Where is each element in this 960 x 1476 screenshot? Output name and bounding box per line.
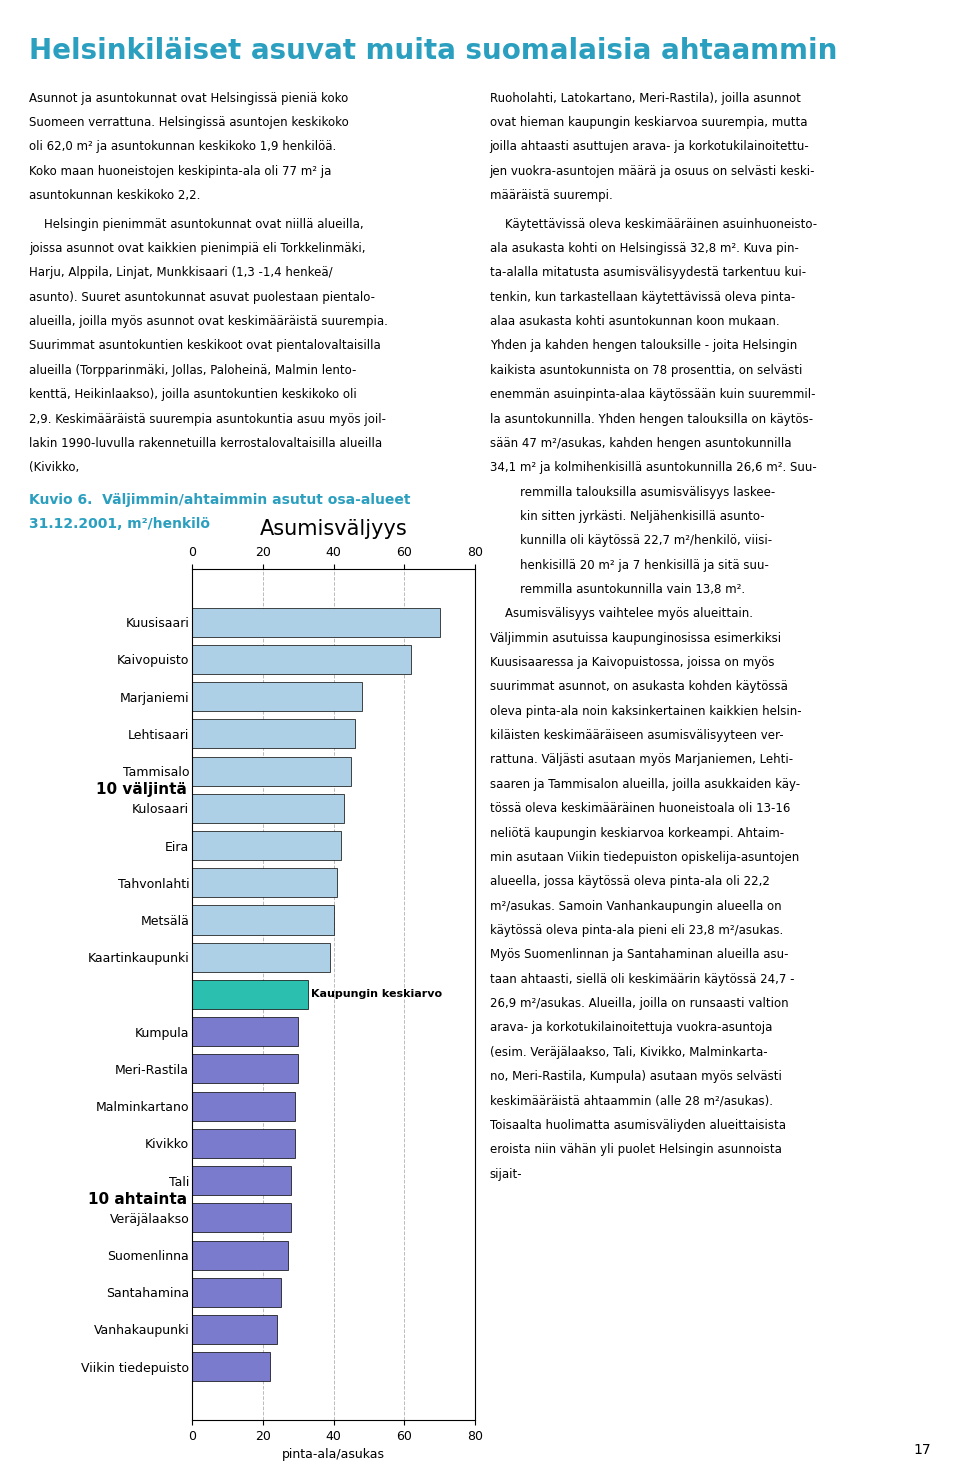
Text: la asuntokunnilla. Yhden hengen talouksilla on käytös-: la asuntokunnilla. Yhden hengen talouksi… — [490, 412, 813, 425]
Text: Kuusisaaressa ja Kaivopuistossa, joissa on myös: Kuusisaaressa ja Kaivopuistossa, joissa … — [490, 655, 774, 669]
Bar — [192, 905, 334, 934]
Text: tenkin, kun tarkastellaan käytettävissä oleva pinta-: tenkin, kun tarkastellaan käytettävissä … — [490, 291, 795, 304]
Text: arava- ja korkotukilainoitettuja vuokra-asuntoja: arava- ja korkotukilainoitettuja vuokra-… — [490, 1021, 772, 1035]
Text: Kaupungin keskiarvo: Kaupungin keskiarvo — [311, 989, 442, 999]
Text: kiläisten keskimääräiseen asumisvälisyyteen ver-: kiläisten keskimääräiseen asumisvälisyyt… — [490, 729, 783, 742]
Bar — [192, 980, 308, 1010]
Text: kunnilla oli käytössä 22,7 m²/henkilö, viisi-: kunnilla oli käytössä 22,7 m²/henkilö, v… — [490, 534, 772, 548]
X-axis label: Asumisväljyys: Asumisväljyys — [260, 520, 407, 539]
Bar — [192, 1054, 299, 1083]
Bar — [192, 794, 345, 822]
Text: joissa asunnot ovat kaikkien pienimpiä eli Torkkelinmäki,: joissa asunnot ovat kaikkien pienimpiä e… — [29, 242, 366, 255]
Text: taan ahtaasti, siellä oli keskimäärin käytössä 24,7 -: taan ahtaasti, siellä oli keskimäärin kä… — [490, 973, 794, 986]
Bar — [192, 1129, 295, 1157]
Text: alaa asukasta kohti asuntokunnan koon mukaan.: alaa asukasta kohti asuntokunnan koon mu… — [490, 314, 780, 328]
Text: ovat hieman kaupungin keskiarvoa suurempia, mutta: ovat hieman kaupungin keskiarvoa suuremp… — [490, 117, 807, 128]
Text: sijait-: sijait- — [490, 1168, 522, 1181]
Text: alueilla, joilla myös asunnot ovat keskimääräistä suurempia.: alueilla, joilla myös asunnot ovat keski… — [29, 314, 388, 328]
Text: m²/asukas. Samoin Vanhankaupungin alueella on: m²/asukas. Samoin Vanhankaupungin alueel… — [490, 899, 781, 912]
Text: oli 62,0 m² ja asuntokunnan keskikoko 1,9 henkilöä.: oli 62,0 m² ja asuntokunnan keskikoko 1,… — [29, 140, 336, 154]
Text: 26,9 m²/asukas. Alueilla, joilla on runsaasti valtion: 26,9 m²/asukas. Alueilla, joilla on runs… — [490, 996, 788, 1010]
Bar — [192, 1352, 270, 1382]
Text: tössä oleva keskimääräinen huoneistoala oli 13-16: tössä oleva keskimääräinen huoneistoala … — [490, 801, 790, 815]
Text: 34,1 m² ja kolmihenkisillä asuntokunnilla 26,6 m². Suu-: 34,1 m² ja kolmihenkisillä asuntokunnill… — [490, 461, 816, 474]
Text: Käytettävissä oleva keskimääräinen asuinhuoneisto-: Käytettävissä oleva keskimääräinen asuin… — [490, 217, 817, 230]
Text: alueella, jossa käytössä oleva pinta-ala oli 22,2: alueella, jossa käytössä oleva pinta-ala… — [490, 875, 770, 889]
Bar — [192, 1166, 291, 1196]
Text: 2,9. Keskimääräistä suurempia asuntokuntia asuu myös joil-: 2,9. Keskimääräistä suurempia asuntokunt… — [29, 412, 386, 425]
Bar — [192, 1017, 299, 1046]
Text: (Kivikko,: (Kivikko, — [29, 461, 79, 474]
Text: 17: 17 — [914, 1444, 931, 1457]
Text: eroista niin vähän yli puolet Helsingin asunnoista: eroista niin vähän yli puolet Helsingin … — [490, 1142, 781, 1156]
Text: ala asukasta kohti on Helsingissä 32,8 m². Kuva pin-: ala asukasta kohti on Helsingissä 32,8 m… — [490, 242, 799, 255]
Text: asunto). Suuret asuntokunnat asuvat puolestaan pientalo-: asunto). Suuret asuntokunnat asuvat puol… — [29, 291, 374, 304]
Text: remmilla asuntokunnilla vain 13,8 m².: remmilla asuntokunnilla vain 13,8 m². — [490, 583, 745, 596]
Text: suurimmat asunnot, on asukasta kohden käytössä: suurimmat asunnot, on asukasta kohden kä… — [490, 680, 787, 694]
Text: ta-alalla mitatusta asumisvälisyydestä tarkentuu kui-: ta-alalla mitatusta asumisvälisyydestä t… — [490, 266, 805, 279]
Bar — [192, 868, 337, 897]
Text: Asunnot ja asuntokunnat ovat Helsingissä pieniä koko: Asunnot ja asuntokunnat ovat Helsingissä… — [29, 92, 348, 105]
Text: Kuvio 6.  Väljimmin/ahtaimmin asutut osa-alueet: Kuvio 6. Väljimmin/ahtaimmin asutut osa-… — [29, 493, 410, 506]
Text: kenttä, Heikinlaakso), joilla asuntokuntien keskikoko oli: kenttä, Heikinlaakso), joilla asuntokunt… — [29, 388, 356, 401]
Bar — [192, 1315, 277, 1345]
Text: 31.12.2001, m²/henkilö: 31.12.2001, m²/henkilö — [29, 517, 210, 531]
Text: saaren ja Tammisalon alueilla, joilla asukkaiden käy-: saaren ja Tammisalon alueilla, joilla as… — [490, 778, 800, 791]
Text: oleva pinta-ala noin kaksinkertainen kaikkien helsin-: oleva pinta-ala noin kaksinkertainen kai… — [490, 704, 802, 717]
Text: 10 väljintä: 10 väljintä — [96, 782, 187, 797]
Text: Helsingin pienimmät asuntokunnat ovat niillä alueilla,: Helsingin pienimmät asuntokunnat ovat ni… — [29, 217, 364, 230]
Text: jen vuokra-asuntojen määrä ja osuus on selvästi keski-: jen vuokra-asuntojen määrä ja osuus on s… — [490, 164, 815, 177]
Text: Yhden ja kahden hengen talouksille - joita Helsingin: Yhden ja kahden hengen talouksille - joi… — [490, 339, 797, 353]
Text: käytössä oleva pinta-ala pieni eli 23,8 m²/asukas.: käytössä oleva pinta-ala pieni eli 23,8 … — [490, 924, 782, 937]
Text: Toisaalta huolimatta asumisväliyden alueittaisista: Toisaalta huolimatta asumisväliyden alue… — [490, 1119, 785, 1132]
Bar — [192, 943, 330, 971]
Text: min asutaan Viikin tiedepuiston opiskelija-asuntojen: min asutaan Viikin tiedepuiston opiskeli… — [490, 850, 799, 863]
Bar — [192, 645, 412, 675]
Text: enemmän asuinpinta-alaa käytössään kuin suuremmil-: enemmän asuinpinta-alaa käytössään kuin … — [490, 388, 815, 401]
Bar — [192, 1278, 280, 1306]
Text: Ruoholahti, Latokartano, Meri-Rastila), joilla asunnot: Ruoholahti, Latokartano, Meri-Rastila), … — [490, 92, 801, 105]
Bar — [192, 608, 440, 636]
Text: Suurimmat asuntokuntien keskikoot ovat pientalovaltaisilla: Suurimmat asuntokuntien keskikoot ovat p… — [29, 339, 380, 353]
X-axis label: pinta-ala/asukas: pinta-ala/asukas — [282, 1448, 385, 1461]
Text: Koko maan huoneistojen keskipinta-ala oli 77 m² ja: Koko maan huoneistojen keskipinta-ala ol… — [29, 164, 331, 177]
Bar — [192, 682, 362, 711]
Text: Asumisvälisyys vaihtelee myös alueittain.: Asumisvälisyys vaihtelee myös alueittain… — [490, 607, 753, 620]
Text: no, Meri-Rastila, Kumpula) asutaan myös selvästi: no, Meri-Rastila, Kumpula) asutaan myös … — [490, 1070, 781, 1083]
Text: alueilla (Torpparinmäki, Jollas, Paloheinä, Malmin lento-: alueilla (Torpparinmäki, Jollas, Palohei… — [29, 363, 356, 376]
Text: kin sitten jyrkästi. Neljähenkisillä asunto-: kin sitten jyrkästi. Neljähenkisillä asu… — [490, 509, 764, 523]
Text: joilla ahtaasti asuttujen arava- ja korkotukilainoitettu-: joilla ahtaasti asuttujen arava- ja kork… — [490, 140, 809, 154]
Text: (esim. Veräjälaakso, Tali, Kivikko, Malminkarta-: (esim. Veräjälaakso, Tali, Kivikko, Malm… — [490, 1045, 767, 1058]
Text: Harju, Alppila, Linjat, Munkkisaari (1,3 -1,4 henkeä/: Harju, Alppila, Linjat, Munkkisaari (1,3… — [29, 266, 332, 279]
Text: sään 47 m²/asukas, kahden hengen asuntokunnilla: sään 47 m²/asukas, kahden hengen asuntok… — [490, 437, 791, 450]
Text: Helsinkiläiset asuvat muita suomalaisia ahtaammin: Helsinkiläiset asuvat muita suomalaisia … — [29, 37, 837, 65]
Text: Väljimmin asutuissa kaupunginosissa esimerkiksi: Väljimmin asutuissa kaupunginosissa esim… — [490, 632, 780, 645]
Text: määräistä suurempi.: määräistä suurempi. — [490, 189, 612, 202]
Text: asuntokunnan keskikoko 2,2.: asuntokunnan keskikoko 2,2. — [29, 189, 201, 202]
Bar — [192, 719, 355, 748]
Text: kaikista asuntokunnista on 78 prosenttia, on selvästi: kaikista asuntokunnista on 78 prosenttia… — [490, 363, 802, 376]
Bar — [192, 1203, 291, 1232]
Text: henkisillä 20 m² ja 7 henkisillä ja sitä suu-: henkisillä 20 m² ja 7 henkisillä ja sitä… — [490, 558, 768, 571]
Bar — [192, 1240, 288, 1269]
Text: 10 ahtainta: 10 ahtainta — [88, 1191, 187, 1207]
Text: keskimääräistä ahtaammin (alle 28 m²/asukas).: keskimääräistä ahtaammin (alle 28 m²/asu… — [490, 1094, 773, 1107]
Text: Myös Suomenlinnan ja Santahaminan alueilla asu-: Myös Suomenlinnan ja Santahaminan alueil… — [490, 948, 788, 961]
Text: rattuna. Väljästi asutaan myös Marjaniemen, Lehti-: rattuna. Väljästi asutaan myös Marjaniem… — [490, 753, 793, 766]
Bar — [192, 831, 341, 861]
Text: lakin 1990-luvulla rakennetuilla kerrostalovaltaisilla alueilla: lakin 1990-luvulla rakennetuilla kerrost… — [29, 437, 382, 450]
Bar — [192, 757, 351, 785]
Bar — [192, 1092, 295, 1120]
Text: Suomeen verrattuna. Helsingissä asuntojen keskikoko: Suomeen verrattuna. Helsingissä asuntoje… — [29, 117, 348, 128]
Text: remmilla talouksilla asumisvälisyys laskee-: remmilla talouksilla asumisvälisyys lask… — [490, 486, 775, 499]
Text: neliötä kaupungin keskiarvoa korkeampi. Ahtaim-: neliötä kaupungin keskiarvoa korkeampi. … — [490, 827, 783, 840]
